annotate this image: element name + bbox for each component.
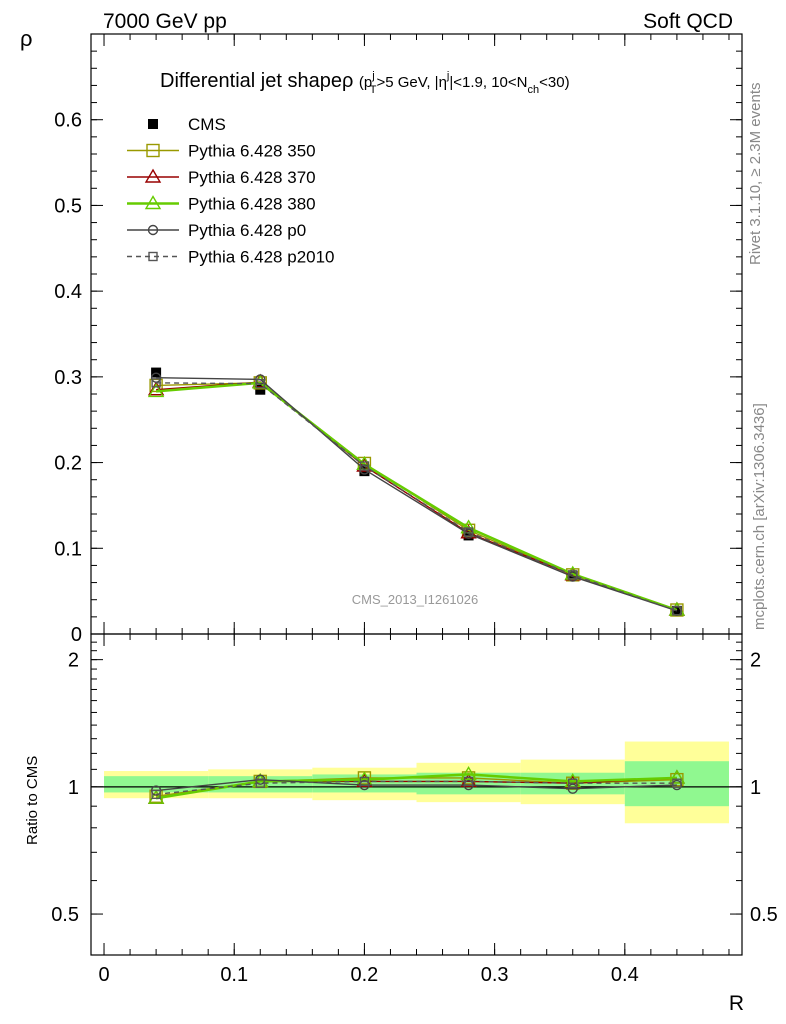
marker-open-triangle <box>144 195 162 210</box>
legend-marker-cms <box>148 119 158 129</box>
y-tick-label: 0 <box>71 624 82 646</box>
marker-open-square <box>151 378 161 388</box>
watermark: CMS_2013_I1261026 <box>352 592 479 607</box>
title-nch-cut: <30) <box>539 74 569 91</box>
marker-open-circle <box>150 372 162 383</box>
energy-label: 7000 GeV pp <box>103 10 227 33</box>
legend-label: Pythia 6.428 p2010 <box>188 248 335 267</box>
series-line <box>156 377 678 612</box>
series-line-ratio <box>155 773 677 800</box>
legend: CMS Pythia 6.428 350 Pythia 6.428 370 Pythi… <box>127 115 335 267</box>
y-tick-label: 0.2 <box>54 453 82 475</box>
title-pt-sub: T <box>370 84 377 96</box>
marker-open-triangle <box>147 381 165 396</box>
ratio-tick-label-left: 2 <box>68 650 79 672</box>
marker-open-triangle <box>144 168 162 183</box>
title-eta-cut: |<1.9, 10<N <box>449 74 527 91</box>
y-tick-label: 0.5 <box>54 195 82 217</box>
x-tick-label: 0.3 <box>481 964 509 986</box>
marker-open-circle <box>567 783 578 794</box>
series-line <box>155 381 678 612</box>
mcplots-label: mcplots.cern.ch [arXiv:1306.3436] <box>751 403 768 630</box>
chart-title-main: Differential jet shapeρ <box>160 70 353 92</box>
chart-title: Differential jet shapeρ (pj T>5 GeV, |ηj|… <box>160 70 570 96</box>
y-tick-label: 0.3 <box>54 367 82 389</box>
ratio-tick-label-right: 2 <box>750 650 761 672</box>
marker-open-square <box>359 461 370 471</box>
marker-open-triangle <box>147 383 165 398</box>
marker-open-square <box>359 776 370 787</box>
cms-data-point <box>567 570 578 581</box>
marker-open-circle <box>147 224 159 236</box>
marker-open-square <box>672 606 682 616</box>
y-tick-label: 0.1 <box>54 538 82 560</box>
cms-data-point <box>255 384 266 395</box>
title-pt-cut: >5 GeV, | <box>376 74 438 91</box>
ratio-tick-label-right: 1 <box>750 777 761 799</box>
title-pt-sup: j <box>371 70 374 82</box>
marker-open-square <box>463 527 474 537</box>
x-axis-label: R <box>729 992 744 1015</box>
rivet-label: Rivet 3.1.10, ≥ 2.3M events <box>747 83 764 266</box>
ratio-tick-label-left: 0.5 <box>51 904 79 926</box>
legend-label: Pythia 6.428 370 <box>188 168 316 187</box>
marker-open-square <box>146 143 160 158</box>
ratio-tick-label-right: 0.5 <box>750 904 778 926</box>
marker-open-square <box>255 379 265 389</box>
marker-open-triangle <box>668 769 686 784</box>
y-axis-label: ρ <box>20 26 33 51</box>
marker-open-square <box>463 776 474 787</box>
series-line-ratio <box>156 778 677 792</box>
marker-open-square <box>568 570 578 580</box>
ratio-axis-label: Ratio to CMS <box>24 756 41 845</box>
legend-label-cms: CMS <box>188 115 226 134</box>
series-line-ratio <box>156 780 677 796</box>
marker-open-square <box>672 778 682 788</box>
marker-open-square <box>568 778 578 788</box>
x-tick-label: 0.4 <box>611 964 639 986</box>
legend-label: Pythia 6.428 380 <box>188 195 316 214</box>
series-line <box>156 382 678 612</box>
y-tick-label: 0.4 <box>54 281 82 303</box>
ratio-tick-label-left: 1 <box>68 777 79 799</box>
title-eta-var: η <box>439 74 447 91</box>
title-eta-sup: j <box>446 70 449 82</box>
x-tick-label: 0.2 <box>351 964 379 986</box>
category-label: Soft QCD <box>643 10 733 33</box>
marker-open-square <box>148 251 158 262</box>
x-tick-label: 0.1 <box>220 964 248 986</box>
marker-open-triangle <box>460 766 477 781</box>
y-tick-label: 0.6 <box>54 110 82 132</box>
ratio-plot-panel: 0 0.1 0.2 0.3 0.4 0.5 0.5 1 1 2 2 <box>51 633 778 986</box>
legend-label: Pythia 6.428 350 <box>188 142 316 161</box>
ratio-inner-band <box>624 761 729 807</box>
legend-label: Pythia 6.428 p0 <box>188 221 306 240</box>
title-pt-var: p <box>364 74 372 91</box>
marker-open-square <box>151 789 161 800</box>
main-plot-panel: 0 0.1 0.2 0.3 0.4 0.5 0.6 <box>54 33 743 646</box>
marker-open-square <box>255 778 265 788</box>
x-tick-label: 0 <box>98 964 109 986</box>
title-nch-sub: ch <box>528 84 540 96</box>
